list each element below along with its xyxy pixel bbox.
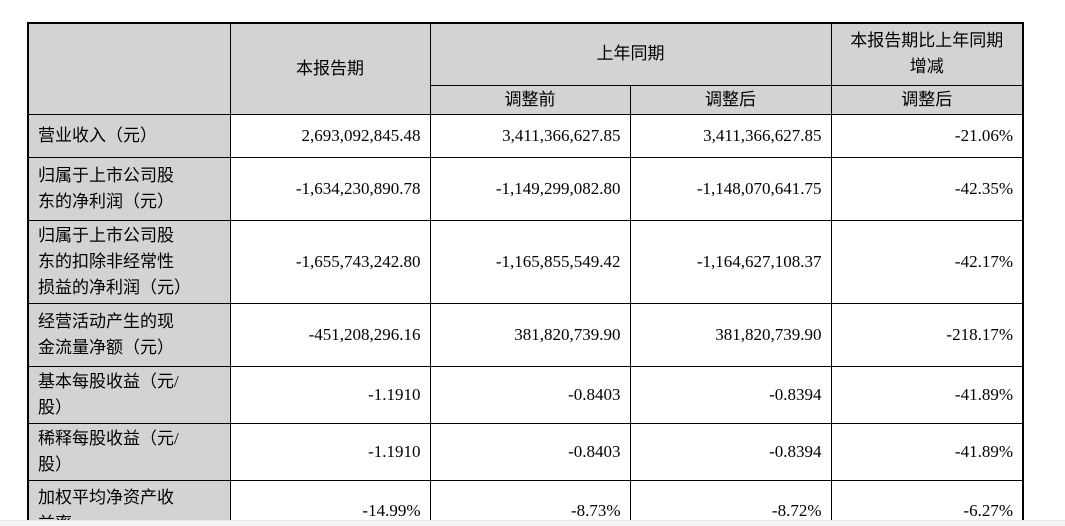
header-row-1: 本报告期 上年同期 本报告期比上年同期 增减 bbox=[27, 22, 1024, 115]
cell-prior-after: -1,148,070,641.75 bbox=[629, 156, 832, 221]
cell-prior-after: -0.8394 bbox=[629, 422, 832, 481]
header-change-title: 本报告期比上年同期 增减 bbox=[830, 22, 1024, 86]
row-label: 营业收入（元） bbox=[27, 113, 231, 158]
cell-prior-before: -1,165,855,549.42 bbox=[429, 219, 631, 304]
header-current-period: 本报告期 bbox=[229, 22, 431, 115]
row-label: 归属于上市公司股东的扣除非经常性损益的净利润（元） bbox=[27, 219, 231, 304]
cell-prior-after: 3,411,366,627.85 bbox=[629, 113, 832, 158]
table-row-net-profit: 归属于上市公司股东的净利润（元） -1,634,230,890.78 -1,14… bbox=[27, 156, 1024, 221]
header-change-after-adjustment: 调整后 bbox=[830, 84, 1024, 115]
header-before-adjustment: 调整前 bbox=[429, 84, 631, 115]
cell-prior-before: 381,820,739.90 bbox=[429, 302, 631, 367]
financial-summary-table: 本报告期 上年同期 本报告期比上年同期 增减 调整前 调整后 调整后 营业收入（… bbox=[27, 22, 1024, 526]
cell-prior-after: 381,820,739.90 bbox=[629, 302, 832, 367]
cell-current: -14.99% bbox=[229, 479, 431, 526]
cell-current: -1,634,230,890.78 bbox=[229, 156, 431, 221]
row-label: 加权平均净资产收益率 bbox=[27, 479, 231, 526]
table-row-operating-cash-flow: 经营活动产生的现金流量净额（元） -451,208,296.16 381,820… bbox=[27, 302, 1024, 367]
row-label: 稀释每股收益（元/股） bbox=[27, 422, 231, 481]
cell-change: -218.17% bbox=[830, 302, 1024, 367]
table-row-diluted-eps: 稀释每股收益（元/股） -1.1910 -0.8403 -0.8394 -41.… bbox=[27, 422, 1024, 481]
cell-prior-after: -0.8394 bbox=[629, 365, 832, 424]
header-prior-period: 上年同期 bbox=[429, 22, 832, 86]
row-label: 基本每股收益（元/股） bbox=[27, 365, 231, 424]
row-label: 归属于上市公司股东的净利润（元） bbox=[27, 156, 231, 221]
cell-prior-before: -0.8403 bbox=[429, 365, 631, 424]
cell-prior-before: 3,411,366,627.85 bbox=[429, 113, 631, 158]
cell-prior-before: -1,149,299,082.80 bbox=[429, 156, 631, 221]
header-empty-cell bbox=[27, 22, 231, 115]
cell-change: -42.17% bbox=[830, 219, 1024, 304]
cell-current: -1,655,743,242.80 bbox=[229, 219, 431, 304]
table-row-basic-eps: 基本每股收益（元/股） -1.1910 -0.8403 -0.8394 -41.… bbox=[27, 365, 1024, 424]
header-after-adjustment: 调整后 bbox=[629, 84, 832, 115]
row-label: 经营活动产生的现金流量净额（元） bbox=[27, 302, 231, 367]
page-edge-divider bbox=[0, 520, 1065, 526]
cell-prior-before: -8.73% bbox=[429, 479, 631, 526]
cell-current: -451,208,296.16 bbox=[229, 302, 431, 367]
cell-change: -41.89% bbox=[830, 422, 1024, 481]
cell-prior-after: -8.72% bbox=[629, 479, 832, 526]
cell-change: -41.89% bbox=[830, 365, 1024, 424]
table-row-weighted-avg-roe: 加权平均净资产收益率 -14.99% -8.73% -8.72% -6.27% bbox=[27, 479, 1024, 526]
table-row-revenue: 营业收入（元） 2,693,092,845.48 3,411,366,627.8… bbox=[27, 113, 1024, 158]
cell-change: -6.27% bbox=[830, 479, 1024, 526]
header-row-2: 调整前 调整后 调整后 bbox=[28, 84, 1024, 115]
cell-prior-after: -1,164,627,108.37 bbox=[629, 219, 832, 304]
cell-current: -1.1910 bbox=[229, 422, 431, 481]
table-row-net-profit-excl-nonrecurring: 归属于上市公司股东的扣除非经常性损益的净利润（元） -1,655,743,242… bbox=[27, 219, 1024, 304]
cell-current: -1.1910 bbox=[229, 365, 431, 424]
cell-change: -21.06% bbox=[830, 113, 1024, 158]
cell-current: 2,693,092,845.48 bbox=[229, 113, 431, 158]
cell-change: -42.35% bbox=[830, 156, 1024, 221]
cell-prior-before: -0.8403 bbox=[429, 422, 631, 481]
